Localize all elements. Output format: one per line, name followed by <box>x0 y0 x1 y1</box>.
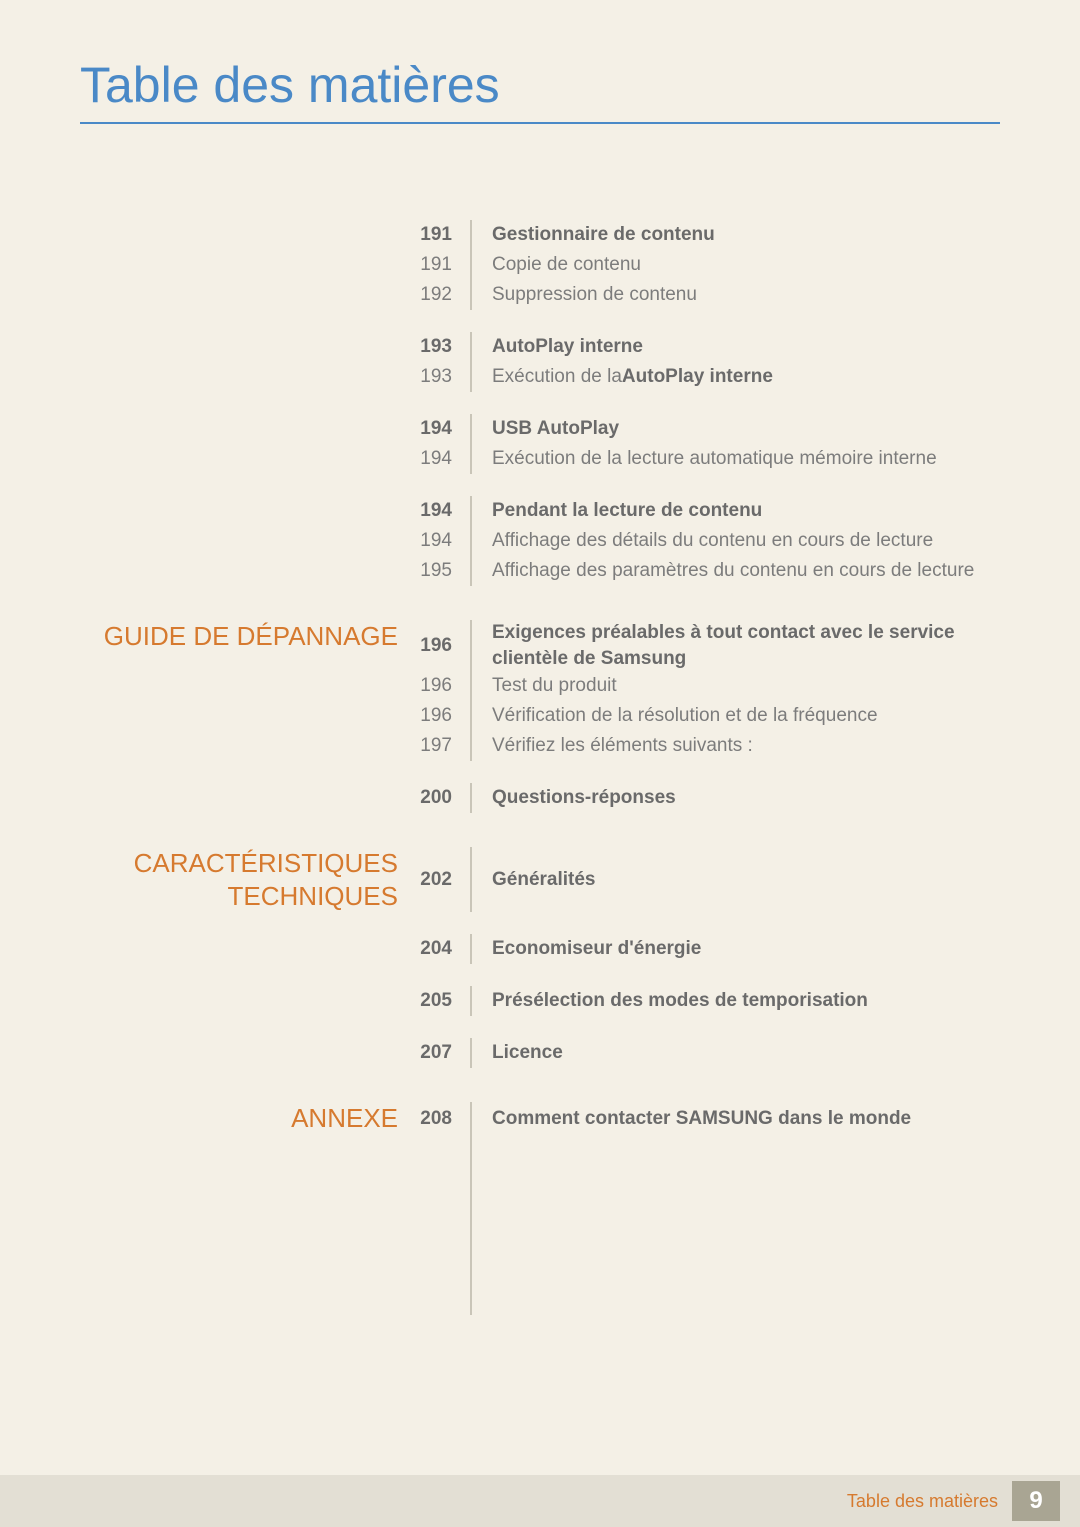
section-label-empty <box>80 332 408 362</box>
toc-heading[interactable]: Présélection des modes de temporisation <box>472 986 992 1016</box>
section-label-empty <box>80 1135 408 1165</box>
toc-empty <box>472 1285 992 1315</box>
section-label-empty <box>80 701 408 731</box>
toc-page-number: 204 <box>408 934 472 964</box>
toc-empty <box>472 1135 992 1165</box>
section-label-empty <box>80 1195 408 1225</box>
toc-entry[interactable]: Exécution de la AutoPlay interne <box>472 362 992 392</box>
toc-page-number: 195 <box>408 556 472 586</box>
section-label: ANNEXE <box>80 1102 408 1135</box>
toc-page-number: 197 <box>408 731 472 761</box>
table-of-contents: 191Gestionnaire de contenu191Copie de co… <box>80 220 1000 1315</box>
toc-heading[interactable]: USB AutoPlay <box>472 414 992 444</box>
toc-page-number: 202 <box>408 847 472 912</box>
section-label-empty <box>80 1225 408 1255</box>
toc-page-number: 194 <box>408 414 472 444</box>
section-label-empty <box>80 1165 408 1195</box>
section-gap <box>80 586 992 620</box>
group-gap <box>80 392 992 414</box>
group-gap <box>80 1016 992 1038</box>
toc-empty <box>472 1225 992 1255</box>
toc-heading[interactable]: Généralités <box>472 847 992 912</box>
toc-entry[interactable]: Exécution de la lecture automatique mémo… <box>472 444 992 474</box>
toc-empty <box>472 1255 992 1285</box>
footer-bar: Table des matières 9 <box>0 1475 1080 1527</box>
section-label-empty <box>80 731 408 761</box>
toc-page-number: 194 <box>408 526 472 556</box>
toc-page-number: 192 <box>408 280 472 310</box>
toc-heading[interactable]: AutoPlay interne <box>472 332 992 362</box>
section-gap <box>80 813 992 847</box>
toc-heading[interactable]: Questions-réponses <box>472 783 992 813</box>
toc-entry[interactable]: Vérifiez les éléments suivants : <box>472 731 992 761</box>
toc-page-number: 196 <box>408 620 472 671</box>
toc-heading[interactable]: Licence <box>472 1038 992 1068</box>
section-label: GUIDE DE DÉPANNAGE <box>80 620 408 671</box>
section-gap <box>80 1068 992 1102</box>
section-label-empty <box>80 250 408 280</box>
toc-page-number: 193 <box>408 362 472 392</box>
toc-entry[interactable]: Test du produit <box>472 671 992 701</box>
section-label-empty <box>80 414 408 444</box>
toc-empty <box>472 1165 992 1195</box>
toc-entry-bold: AutoPlay interne <box>622 364 773 390</box>
section-label-empty <box>80 444 408 474</box>
group-gap <box>80 761 992 783</box>
toc-page-number: 207 <box>408 1038 472 1068</box>
toc-heading[interactable]: Pendant la lecture de contenu <box>472 496 992 526</box>
toc-heading[interactable]: Economiseur d'énergie <box>472 934 992 964</box>
toc-rule-extend <box>408 1255 472 1285</box>
section-label-empty <box>80 1038 408 1068</box>
toc-page-number: 196 <box>408 701 472 731</box>
section-label-empty <box>80 1285 408 1315</box>
toc-entry[interactable]: Suppression de contenu <box>472 280 992 310</box>
toc-entry[interactable]: Copie de contenu <box>472 250 992 280</box>
toc-page-number: 193 <box>408 332 472 362</box>
section-label-empty <box>80 1255 408 1285</box>
page-title: Table des matières <box>80 56 1000 114</box>
toc-rule-extend <box>408 1285 472 1315</box>
toc-empty <box>472 1195 992 1225</box>
toc-heading[interactable]: Comment contacter SAMSUNG dans le monde <box>472 1102 992 1135</box>
toc-page-number: 191 <box>408 220 472 250</box>
section-label-empty <box>80 496 408 526</box>
toc-entry[interactable]: Affichage des détails du contenu en cour… <box>472 526 992 556</box>
section-label-empty <box>80 934 408 964</box>
group-gap <box>80 474 992 496</box>
section-label-empty <box>80 671 408 701</box>
section-label-empty <box>80 783 408 813</box>
toc-entry[interactable]: Affichage des paramètres du contenu en c… <box>472 556 992 586</box>
toc-rule-extend <box>408 1225 472 1255</box>
section-label-empty <box>80 556 408 586</box>
section-label-empty <box>80 986 408 1016</box>
toc-page-number: 194 <box>408 444 472 474</box>
toc-heading[interactable]: Exigences préalables à tout contact avec… <box>472 620 992 671</box>
toc-page-number: 208 <box>408 1102 472 1135</box>
toc-rule-extend <box>408 1195 472 1225</box>
toc-page-number: 191 <box>408 250 472 280</box>
page-number-badge: 9 <box>1012 1481 1060 1521</box>
group-gap <box>80 912 992 934</box>
toc-entry[interactable]: Vérification de la résolution et de la f… <box>472 701 992 731</box>
section-label <box>80 220 408 250</box>
toc-rule-extend <box>408 1135 472 1165</box>
section-label: CARACTÉRISTIQUES TECHNIQUES <box>80 847 408 912</box>
toc-rule-extend <box>408 1165 472 1195</box>
toc-page-number: 196 <box>408 671 472 701</box>
toc-page-number: 194 <box>408 496 472 526</box>
footer-label: Table des matières <box>847 1491 998 1512</box>
toc-entry-text: Exécution de la <box>492 364 622 390</box>
toc-heading[interactable]: Gestionnaire de contenu <box>472 220 992 250</box>
title-underline <box>80 122 1000 124</box>
section-label-empty <box>80 280 408 310</box>
group-gap <box>80 310 992 332</box>
toc-page-number: 200 <box>408 783 472 813</box>
toc-page-number: 205 <box>408 986 472 1016</box>
group-gap <box>80 964 992 986</box>
section-label-empty <box>80 526 408 556</box>
section-label-empty <box>80 362 408 392</box>
